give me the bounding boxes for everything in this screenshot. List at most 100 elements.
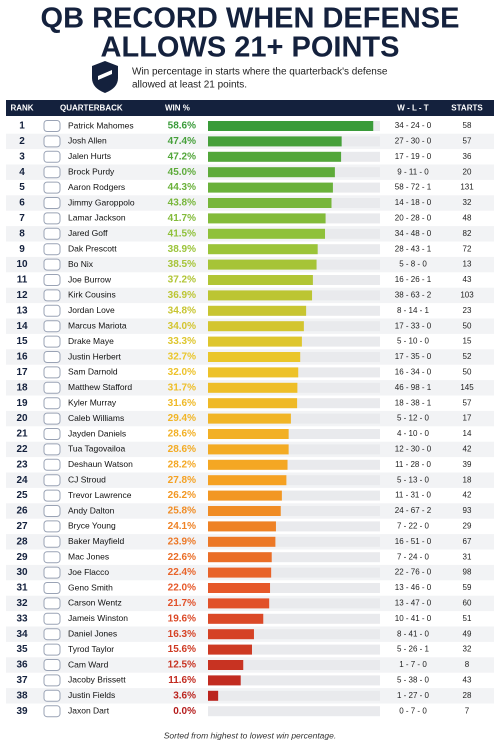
win-pct-label: 24.1% (168, 521, 196, 532)
bar (208, 305, 307, 316)
rank: 30 (16, 567, 28, 578)
team-icon (43, 274, 61, 286)
record: 16 - 34 - 0 (395, 368, 432, 377)
win-pct-label: 3.6% (173, 690, 196, 701)
bar-track (208, 536, 380, 547)
win-pct-label: 27.8% (168, 475, 196, 486)
record: 13 - 46 - 0 (395, 583, 432, 592)
team-icon (43, 535, 61, 548)
record: 4 - 10 - 0 (397, 429, 430, 438)
quarterback-name: Bryce Young (68, 521, 116, 531)
subtitle: allowed at least 21 points. (132, 80, 247, 91)
rank: 31 (16, 583, 28, 594)
bar-track (208, 567, 380, 578)
quarterback-name: Jared Goff (68, 228, 108, 238)
win-pct-label: 43.8% (168, 198, 196, 209)
record: 5 - 26 - 1 (397, 645, 430, 654)
rank: 14 (16, 321, 28, 332)
record: 5 - 13 - 0 (397, 475, 430, 484)
quarterback-name: CJ Stroud (68, 474, 106, 484)
starts: 58 (463, 121, 472, 130)
team-icon (43, 659, 61, 671)
team-icon (43, 366, 61, 379)
record: 8 - 41 - 0 (397, 629, 430, 638)
rank: 33 (16, 613, 28, 624)
win-pct-label: 58.6% (168, 121, 196, 132)
quarterback-name: Cam Ward (68, 659, 109, 669)
starts: 43 (463, 676, 472, 685)
team-icon (43, 628, 61, 641)
rank: 5 (19, 182, 25, 193)
win-pct-label: 28.6% (168, 429, 196, 440)
team-icon (43, 458, 61, 471)
column-header: WIN % (165, 104, 190, 113)
rank: 18 (16, 382, 28, 393)
bar-track (208, 598, 380, 609)
rank: 26 (16, 506, 28, 517)
record: 10 - 41 - 0 (395, 614, 432, 623)
starts: 36 (463, 152, 472, 161)
team-icon (43, 197, 61, 209)
bar (208, 336, 302, 347)
quarterback-name: Joe Flacco (68, 567, 109, 577)
rank: 38 (16, 690, 28, 701)
quarterback-name: Jaxon Dart (68, 705, 110, 715)
record: 1 - 7 - 0 (399, 660, 427, 669)
quarterback-name: Justin Herbert (68, 351, 122, 361)
bar-track (208, 629, 380, 640)
quarterback-name: Kyler Murray (68, 397, 117, 407)
bar (208, 552, 272, 563)
record: 58 - 72 - 1 (395, 183, 432, 192)
quarterback-name: Aaron Rodgers (68, 182, 125, 192)
record: 11 - 28 - 0 (395, 460, 431, 469)
quarterback-name: Deshaun Watson (68, 459, 133, 469)
starts: 28 (463, 691, 472, 700)
starts: 31 (463, 552, 472, 561)
rank: 29 (16, 552, 28, 563)
column-header: RANK (10, 104, 33, 113)
rank: 12 (16, 290, 28, 301)
win-pct-label: 44.3% (168, 182, 196, 193)
team-icon (43, 489, 61, 502)
win-pct-label: 34.0% (168, 321, 196, 332)
bar (208, 613, 264, 624)
bar (208, 367, 299, 378)
bar (208, 382, 298, 393)
record: 5 - 10 - 0 (397, 337, 430, 346)
win-pct-label: 25.8% (168, 506, 196, 517)
quarterback-name: Josh Allen (68, 136, 107, 146)
quarterback-name: Caleb Williams (68, 413, 124, 423)
record: 16 - 51 - 0 (395, 537, 432, 546)
record: 1 - 27 - 0 (397, 691, 430, 700)
quarterback-name: Andy Dalton (68, 505, 115, 515)
starts: 60 (463, 599, 472, 608)
win-pct-label: 41.7% (168, 213, 196, 224)
starts: 145 (460, 383, 474, 392)
starts: 15 (463, 337, 472, 346)
column-header: QUARTERBACK (60, 104, 123, 113)
record: 9 - 11 - 0 (397, 167, 429, 176)
rank: 36 (16, 660, 28, 671)
rank: 8 (19, 228, 25, 239)
team-icon (43, 597, 61, 610)
rank: 21 (16, 429, 28, 440)
starts: 43 (463, 275, 472, 284)
column-header: W - L - T (397, 104, 429, 113)
win-pct-label: 16.3% (168, 629, 196, 640)
bar-track (208, 706, 380, 717)
bar-track (208, 583, 380, 593)
record: 5 - 8 - 0 (399, 260, 427, 269)
win-pct-label: 41.5% (168, 228, 196, 239)
rank: 2 (19, 136, 25, 147)
record: 27 - 30 - 0 (395, 137, 432, 146)
bar (208, 259, 317, 270)
rank: 9 (19, 244, 25, 255)
win-pct-label: 31.6% (168, 398, 196, 409)
rank: 15 (16, 336, 28, 347)
quarterback-name: Joe Burrow (68, 274, 112, 284)
quarterback-name: Sam Darnold (68, 367, 118, 377)
win-pct-label: 0.0% (173, 706, 196, 717)
team-icon (43, 443, 61, 456)
rank: 23 (16, 459, 28, 470)
bar (208, 182, 333, 193)
